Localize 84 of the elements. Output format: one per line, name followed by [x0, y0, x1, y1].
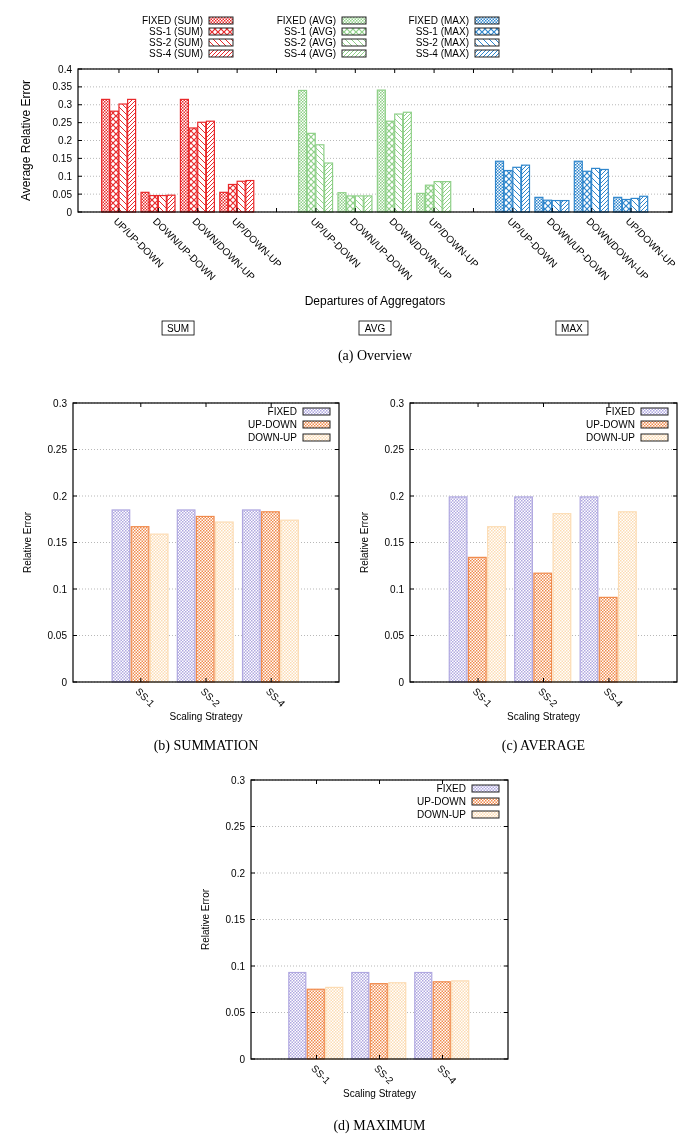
- bar: [176, 509, 196, 683]
- text: AVG: [364, 323, 386, 334]
- y-tick-label: 0.4: [58, 63, 73, 75]
- y-tick-label: 0.3: [53, 397, 68, 409]
- bar: [598, 596, 618, 683]
- y-tick-label: 0.1: [58, 170, 73, 182]
- bar: [214, 521, 234, 683]
- bar: [130, 526, 150, 683]
- y-tick-label: 0.2: [58, 135, 73, 146]
- bar: [448, 496, 468, 683]
- bar: [280, 519, 299, 683]
- bar: [579, 496, 599, 683]
- legend-label: DOWN-UP: [248, 432, 298, 443]
- y-tick-label: 0.05: [384, 630, 405, 641]
- y-tick-label: 0: [61, 676, 68, 688]
- text: (a) Overview: [337, 348, 413, 364]
- legend-label: SS-2 (SUM): [149, 37, 203, 48]
- y-tick-label: 0: [398, 676, 405, 688]
- y-tick-label: 0: [239, 1053, 246, 1065]
- legend-label: FIXED: [267, 406, 297, 417]
- legend-label: UP-DOWN: [417, 796, 466, 807]
- legend-label: UP-DOWN: [586, 419, 635, 430]
- y-axis-title: Relative Error: [200, 888, 211, 951]
- bar: [195, 515, 215, 683]
- legend-label: SS-4 (SUM): [149, 48, 203, 59]
- y-tick-label: 0.35: [52, 81, 73, 93]
- y-tick-label: 0.25: [52, 117, 73, 129]
- legend-label: SS-4 (MAX): [415, 48, 469, 59]
- legend-label: SS-1 (MAX): [415, 26, 469, 37]
- text: (d) MAXIMUM: [333, 1118, 427, 1134]
- y-tick-label: 0.05: [225, 1007, 246, 1018]
- x-axis-title: Departures of Aggregators: [304, 294, 446, 308]
- bar: [487, 526, 506, 683]
- text: SUM: [166, 323, 190, 334]
- legend-label: FIXED (AVG): [276, 15, 336, 26]
- y-tick-label: 0.15: [47, 537, 68, 548]
- y-tick-label: 0.05: [47, 630, 68, 641]
- y-tick-label: 0.1: [231, 960, 246, 972]
- legend-label: FIXED: [436, 783, 466, 794]
- legend-label: DOWN-UP: [586, 432, 636, 443]
- y-tick-label: 0.25: [384, 444, 405, 455]
- bar: [261, 511, 280, 683]
- y-axis-title: Average Relative Error: [19, 79, 33, 202]
- legend-label: SS-1 (AVG): [283, 26, 336, 37]
- bar: [552, 513, 572, 683]
- y-tick-label: 0: [66, 206, 73, 218]
- legend-label: SS-4 (AVG): [283, 48, 336, 59]
- bar: [533, 572, 553, 683]
- y-tick-label: 0.25: [47, 444, 68, 455]
- y-tick-label: 0.05: [52, 188, 73, 200]
- y-tick-label: 0.2: [53, 490, 68, 502]
- bar: [111, 509, 131, 683]
- bar: [241, 509, 261, 683]
- bar: [514, 496, 533, 683]
- legend-label: FIXED (MAX): [408, 15, 469, 26]
- y-axis-title: Relative Error: [22, 511, 33, 574]
- x-axis-title: Scaling Strategy: [507, 711, 580, 722]
- legend-label: SS-1 (SUM): [149, 26, 203, 37]
- y-tick-label: 0.3: [390, 397, 405, 409]
- y-axis-title: Relative Error: [359, 511, 370, 574]
- bar: [149, 533, 169, 683]
- legend-label: SS-2 (AVG): [283, 37, 336, 48]
- y-tick-label: 0.1: [390, 583, 405, 595]
- legend-label: DOWN-UP: [417, 809, 467, 820]
- y-tick-label: 0.2: [231, 867, 246, 879]
- legend-label: FIXED: [605, 406, 635, 417]
- y-tick-label: 0.1: [53, 583, 68, 595]
- legend-label: FIXED (SUM): [141, 15, 203, 26]
- text: (b) SUMMATION: [153, 738, 259, 754]
- y-tick-label: 0.15: [384, 537, 405, 548]
- x-axis-title: Scaling Strategy: [169, 711, 243, 722]
- y-tick-label: 0.2: [390, 490, 405, 502]
- text: MAX: [561, 323, 584, 334]
- legend-label: UP-DOWN: [248, 419, 297, 430]
- legend-label: SS-2 (MAX): [415, 37, 469, 48]
- y-tick-label: 0.3: [58, 99, 73, 111]
- bar: [617, 511, 637, 683]
- bar: [467, 556, 487, 683]
- y-tick-label: 0.15: [225, 914, 246, 925]
- x-axis-title: Scaling Strategy: [343, 1088, 416, 1099]
- y-tick-label: 0.15: [52, 152, 73, 164]
- y-tick-label: 0.3: [231, 774, 246, 786]
- text: (c) AVERAGE: [501, 738, 586, 754]
- y-tick-label: 0.25: [225, 821, 246, 832]
